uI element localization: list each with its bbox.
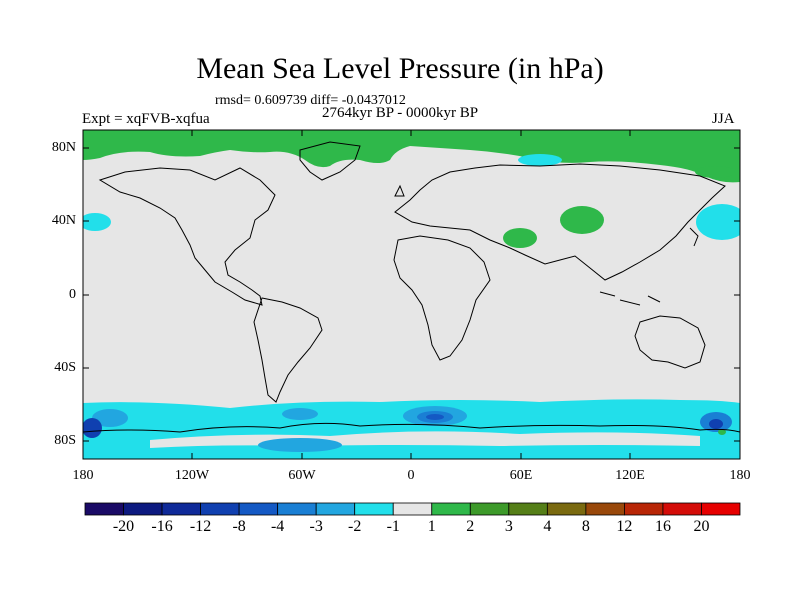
lat-label-80n: 80N [51,140,76,155]
colorbar-swatch [508,502,548,516]
lat-label-80s: 80S [54,433,76,448]
colorbar-swatch [354,502,394,516]
arctic-positive-band [83,130,740,183]
lon-label-120e: 120E [615,468,645,483]
lat-label-40n: 40N [51,213,76,228]
colorbar-swatch [392,502,433,516]
antarctic-cyan-patch [258,438,342,452]
s-ocean-core-4b [709,419,723,429]
s-ocean-core-2c [426,414,444,420]
colorbar-label: 12 [616,518,633,535]
coast-uk [394,184,405,197]
colorbar-swatch [161,502,201,516]
colorbar-swatch [277,502,317,516]
lon-label-180w: 180 [72,468,94,483]
colorbar-label: -12 [189,518,212,535]
colorbar-label: -8 [232,518,246,535]
antarctic-green-speck [718,429,726,435]
colorbar-label: -16 [151,518,173,535]
n-atlantic-negative-patch [83,213,111,231]
coast-indonesia [599,291,661,306]
coast-japan [689,227,699,247]
coast-north-america [98,167,276,306]
s-ocean-core-3 [282,408,318,420]
pacific-positive-patch [695,166,735,178]
coast-africa [393,235,491,361]
colorbar-label: -1 [386,518,400,535]
colorbar-label: -3 [309,518,323,535]
colorbar-label: -2 [348,518,362,535]
coast-south-america [253,297,323,403]
colorbar-swatch [315,502,356,516]
colorbar-swatch [546,502,587,516]
colorbar-label: 1 [427,518,436,535]
middle-east-positive-patch [503,228,537,248]
lat-label-0: 0 [69,287,76,302]
colorbar-swatch [123,502,163,516]
s-ocean-core-5 [83,418,102,438]
lon-label-60e: 60E [509,468,533,483]
colorbar-label: 3 [504,518,513,535]
coast-antarctica [83,422,740,433]
coast-eurasia [394,163,726,281]
lon-label-120w: 120W [174,468,210,483]
axis-ticks [83,130,740,459]
map-title: Mean Sea Level Pressure (in hPa) [196,52,604,85]
coast-greenland [299,141,361,181]
colorbar-label: 4 [543,518,552,535]
coastlines [83,141,740,433]
colorbar-swatch [469,502,510,516]
southern-ocean-negative-band [83,399,740,459]
colorbar-swatch [585,502,625,516]
colorbar [84,502,741,516]
colorbar-label: 20 [693,518,710,535]
colorbar-swatch [431,502,471,516]
experiment-label: Expt = xqFVB-xqfua [82,111,210,127]
colorbar-label: 16 [654,518,671,535]
lon-label-60w: 60W [288,468,316,483]
nw-pacific-negative-patch [696,204,740,240]
colorbar-label: 2 [466,518,475,535]
arctic-negative-patch [518,154,562,166]
stats-line: rmsd= 0.609739 diff= -0.0437012 [215,93,406,108]
anomaly-fields [83,130,740,459]
period-label: 2764kyr BP - 0000kyr BP [322,105,479,121]
colorbar-label: -4 [270,518,285,535]
colorbar-swatch [624,502,664,516]
lon-label-180e: 180 [729,468,751,483]
colorbar-swatch [84,502,124,516]
season-label: JJA [712,111,735,127]
lon-label-0: 0 [407,468,415,483]
colorbar-swatch [200,502,240,516]
colorbar-label: 8 [581,518,590,535]
s-ocean-core-1 [92,409,128,427]
colorbar-swatch [701,502,741,516]
colorbar-swatch [662,502,702,516]
coast-australia [634,315,706,369]
colorbar-label: -20 [112,518,135,535]
central-asia-positive-patch [560,206,604,234]
lat-label-40s: 40S [54,360,76,375]
colorbar-swatch [238,502,279,516]
